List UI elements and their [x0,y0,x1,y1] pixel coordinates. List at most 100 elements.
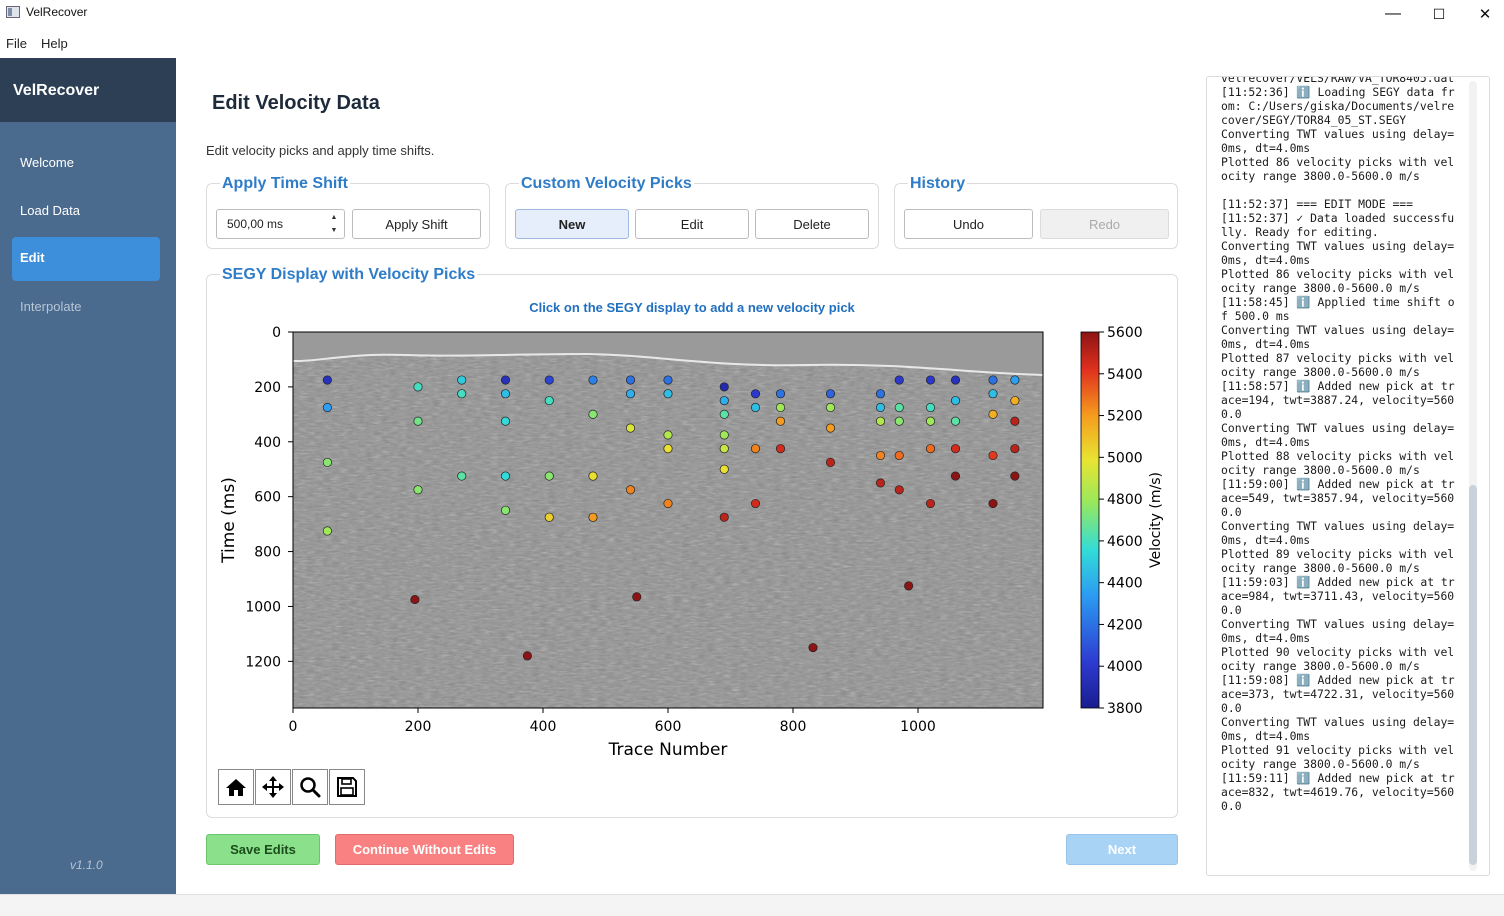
colorbar [1080,331,1100,709]
log-panel[interactable]: velrecover/VELS/RAW/VA_TOR8405.dat [11:52… [1206,76,1490,876]
zoom-button[interactable] [292,769,328,805]
home-button[interactable] [218,769,254,805]
menu-help[interactable]: Help [41,36,68,51]
save-icon [337,777,357,797]
minimize-button[interactable]: — [1385,5,1401,22]
log-line: Converting TWT values using delay=0ms, d… [1221,127,1455,155]
velocity-pick-point [322,375,332,385]
velocity-pick-point [894,402,904,413]
history-title: History [908,175,968,193]
log-line: [11:59:08] ℹ️ Added new pick at trace=37… [1221,673,1455,715]
velocity-pick-point [950,471,961,481]
menu-file[interactable]: File [6,36,27,51]
velocity-pick-point [950,375,961,385]
log-line: [11:58:57] ℹ️ Added new pick at trace=19… [1221,379,1455,421]
colorbar-tick-label: 5000 [1107,450,1143,466]
velocity-pick-point [875,416,886,426]
velocity-pick-point [825,402,836,413]
velocity-pick-point [775,402,786,413]
new-pick-button[interactable]: New [515,209,629,239]
close-button[interactable]: ✕ [1478,6,1492,23]
page-title: Edit Velocity Data [212,92,380,114]
next-button[interactable]: Next [1066,834,1178,865]
velocity-pick-point [988,375,998,385]
velocity-pick-point [1010,375,1020,385]
log-scrollbar[interactable] [1469,485,1477,865]
velocity-pick-point [775,444,786,454]
custom-picks-title: Custom Velocity Picks [519,175,694,193]
x-tick-label: 400 [530,719,557,735]
velocity-pick-point [894,416,904,426]
time-shift-input[interactable]: 500,00 ms ▲ ▼ [216,209,345,239]
velocity-pick-point [625,375,636,385]
velocity-pick-point [544,471,554,481]
delete-pick-button[interactable]: Delete [755,209,869,239]
velocity-pick-point [825,389,836,399]
velocity-pick-point [1010,471,1020,481]
undo-button[interactable]: Undo [904,209,1033,239]
edit-pick-button[interactable]: Edit [635,209,749,239]
x-axis-label: Trace Number [608,740,728,760]
velocity-pick-point [925,498,936,509]
y-tick-label: 1000 [245,599,281,615]
velocity-pick-point [322,526,332,536]
velocity-pick-point [775,389,786,399]
velocity-pick-point [1010,416,1020,426]
menu-bar: File Help [0,32,1504,54]
velocity-pick-point [988,389,998,399]
velocity-pick-point [988,450,998,461]
log-line: Converting TWT values using delay=0ms, d… [1221,239,1455,267]
log-text: velrecover/VELS/RAW/VA_TOR8405.dat [11:52… [1221,76,1461,813]
sidebar-item-load-data[interactable]: Load Data [20,203,80,218]
velocity-pick-point [719,382,729,392]
velocity-pick-point [588,375,598,385]
log-line: Converting TWT values using delay=0ms, d… [1221,323,1455,351]
velocity-pick-point [950,396,961,406]
velocity-pick-point [950,444,961,454]
sidebar: VelRecover Welcome Load Data Edit Interp… [0,58,176,894]
velocity-pick-point [825,423,836,433]
log-line: Plotted 86 velocity picks with velocity … [1221,155,1455,183]
velocity-pick-point [925,444,936,454]
colorbar-tick-label: 5200 [1107,409,1143,425]
log-scroll-track[interactable] [1469,81,1477,871]
home-icon [226,779,246,796]
redo-button[interactable]: Redo [1040,209,1169,239]
y-tick-label: 200 [254,380,281,396]
velocity-pick-point [413,416,423,426]
maximize-button[interactable]: ☐ [1432,5,1446,22]
velocity-pick-point [544,512,554,522]
log-line: Converting TWT values using delay=0ms, d… [1221,421,1455,449]
velocity-pick-point [632,592,642,602]
velocity-pick-point [1010,444,1020,454]
velocity-pick-point [588,409,598,419]
x-tick-label: 600 [655,719,682,735]
log-line: velrecover/VELS/RAW/VA_TOR8405.dat [1221,76,1455,85]
sidebar-item-interpolate[interactable]: Interpolate [20,299,82,314]
velocity-pick-point [457,471,467,481]
save-edits-button[interactable]: Save Edits [206,834,320,865]
spin-up-icon[interactable]: ▲ [330,214,338,221]
segy-plot[interactable]: 0 200 400 600 800 1000 0 200 400 600 800 1000 1200 T… [207,275,1177,815]
save-figure-button[interactable] [329,769,365,805]
velocity-pick-point [950,416,961,426]
log-line: Plotted 86 velocity picks with velocity … [1221,267,1455,295]
pan-button[interactable] [255,769,291,805]
velocity-pick-point [625,485,636,495]
continue-without-edits-button[interactable]: Continue Without Edits [335,834,514,865]
log-line: [11:59:11] ℹ️ Added new pick at trace=83… [1221,771,1455,813]
velocity-pick-point [925,416,936,426]
zoom-icon [300,777,321,798]
velocity-pick-point [904,581,914,591]
sidebar-item-edit[interactable]: Edit [12,237,160,281]
velocity-pick-point [750,389,761,399]
colorbar-tick-label: 4200 [1107,617,1143,633]
y-tick-label: 0 [272,325,281,341]
spin-down-icon[interactable]: ▼ [330,227,338,234]
sidebar-item-welcome[interactable]: Welcome [20,155,74,170]
apply-shift-button[interactable]: Apply Shift [352,209,481,239]
velocity-pick-point [750,444,761,454]
velocity-pick-point [925,375,936,385]
velocity-pick-point [775,416,786,426]
version-label: v1.1.0 [70,858,103,872]
